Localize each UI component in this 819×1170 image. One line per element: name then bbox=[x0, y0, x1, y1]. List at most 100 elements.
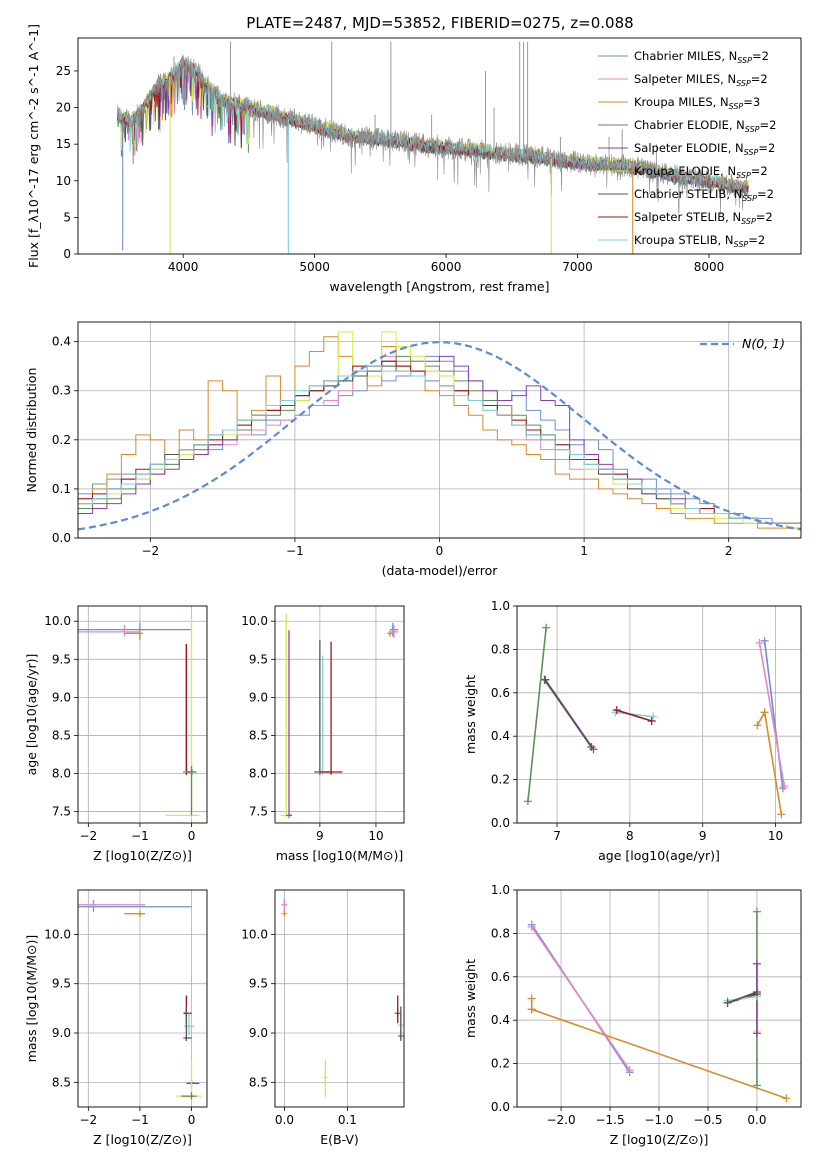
y-tick-label: 0.6 bbox=[491, 686, 510, 700]
y-tick-label: 0.8 bbox=[491, 642, 510, 656]
plot-area bbox=[527, 907, 791, 1103]
x-tick-label: −0.5 bbox=[693, 1113, 722, 1127]
x-tick-label: −1 bbox=[131, 829, 149, 843]
y-tick-label: 0.8 bbox=[491, 926, 510, 940]
y-tick-label: 8.0 bbox=[52, 767, 71, 781]
y-tick-label: 15 bbox=[56, 137, 71, 151]
x-tick-label: 9 bbox=[699, 829, 707, 843]
x-axis-label: Z [log10(Z/Z⊙)] bbox=[610, 1132, 709, 1147]
weight-marker bbox=[782, 1094, 791, 1103]
weight-segment bbox=[531, 1008, 787, 1100]
y-tick-label: 10 bbox=[56, 174, 71, 188]
weight-segment bbox=[763, 712, 783, 815]
weight-marker bbox=[527, 1005, 536, 1014]
weight-marker bbox=[523, 797, 532, 806]
data-point bbox=[394, 1010, 401, 1017]
panel-massweight-vs-age: 7 8 9 10 0.0 0.2 0.4 0.6 0.8 1.0 age [log10(age/yr… bbox=[463, 599, 802, 863]
y-axis-label: Flux [f_λ10^-17 erg cm^-2 s^-1 A^-1] bbox=[26, 24, 41, 268]
weight-marker bbox=[611, 708, 620, 717]
x-tick-label: 2 bbox=[725, 544, 733, 558]
y-tick-label: 7.5 bbox=[52, 805, 71, 819]
panel-age-vs-Z: −2 −1 0 7.5 8.0 8.5 9.0 9.5 10.0 Z [log10(Z/Z⊙)] a… bbox=[24, 605, 208, 863]
y-tick-label: 0.4 bbox=[52, 335, 71, 349]
y-tick-label: 0.4 bbox=[491, 729, 510, 743]
weight-segment bbox=[544, 679, 592, 748]
x-tick-label: 6000 bbox=[431, 260, 462, 274]
x-tick-label: 1 bbox=[580, 544, 588, 558]
weight-marker bbox=[527, 922, 536, 931]
data-point bbox=[390, 628, 397, 635]
x-tick-label: 10 bbox=[768, 829, 783, 843]
data-point bbox=[188, 1093, 195, 1100]
x-tick-label: 7 bbox=[553, 829, 561, 843]
y-axis-label: age [log10(age/yr)] bbox=[24, 654, 39, 776]
legend-label: Kroupa ELODIE, NSSP=2 bbox=[634, 164, 768, 180]
plot-area bbox=[78, 617, 200, 820]
plot-area bbox=[281, 898, 404, 1098]
histogram-step bbox=[78, 365, 801, 538]
x-tick-label: 0.1 bbox=[338, 1113, 357, 1127]
weight-marker bbox=[612, 706, 621, 715]
y-tick-label: 1.0 bbox=[491, 883, 510, 897]
plot-area bbox=[280, 613, 399, 819]
weight-marker bbox=[625, 1066, 634, 1075]
x-tick-label: −1.5 bbox=[595, 1113, 624, 1127]
y-tick-label: 10.0 bbox=[241, 927, 268, 941]
y-axis-label: mass weight bbox=[463, 675, 478, 754]
y-tick-label: 10.0 bbox=[44, 614, 71, 628]
x-tick-label: −1.0 bbox=[644, 1113, 673, 1127]
x-tick-label: −2.0 bbox=[546, 1113, 575, 1127]
legend-label: Chabrier STELIB, NSSP=2 bbox=[634, 187, 774, 203]
y-axis-label: Normed distribution bbox=[24, 368, 39, 493]
x-axis-label: wavelength [Angstrom, rest frame] bbox=[329, 279, 549, 294]
data-point bbox=[281, 901, 288, 908]
x-axis-label: Z [log10(Z/Z⊙)] bbox=[93, 1132, 192, 1147]
panel-spectrum: 4000 5000 6000 7000 8000 0 5 10 15 20 25 wavelength… bbox=[26, 24, 802, 294]
plot-area bbox=[523, 623, 789, 819]
y-tick-label: 0.2 bbox=[491, 1057, 510, 1071]
y-tick-label: 8.5 bbox=[249, 728, 268, 742]
weight-segment bbox=[531, 926, 631, 1071]
data-point bbox=[281, 910, 288, 917]
axes-frame bbox=[77, 889, 208, 1108]
weight-marker bbox=[752, 987, 761, 996]
weight-marker bbox=[777, 810, 786, 819]
legend-label: Salpeter MILES, NSSP=2 bbox=[634, 72, 768, 88]
y-tick-label: 0.0 bbox=[491, 816, 510, 830]
legend: Chabrier MILES, NSSP=2 Salpeter MILES, NS… bbox=[598, 49, 776, 249]
weight-segment bbox=[756, 711, 766, 726]
plot-area bbox=[78, 899, 202, 1100]
weight-marker bbox=[760, 708, 769, 717]
weight-segment bbox=[527, 627, 547, 802]
panel-mass-vs-ebv: 0.0 0.1 8.5 9.0 9.5 10.0 E(B-V) bbox=[241, 889, 405, 1147]
panel-age-vs-mass: 9 10 7.5 8.0 8.5 9.0 9.5 10.0 mass [log10(M/M⊙)] bbox=[241, 605, 405, 863]
x-tick-label: −1 bbox=[286, 544, 304, 558]
data-point bbox=[183, 1034, 190, 1041]
y-tick-label: 0.1 bbox=[52, 482, 71, 496]
data-point bbox=[328, 768, 335, 775]
x-tick-label: 0 bbox=[436, 544, 444, 558]
plot-area bbox=[78, 331, 801, 538]
x-tick-label: 0.0 bbox=[747, 1113, 766, 1127]
axes-frame bbox=[274, 889, 405, 1108]
legend-label: N(0, 1) bbox=[742, 336, 785, 351]
y-tick-label: 9.0 bbox=[249, 1026, 268, 1040]
axes-frame bbox=[516, 605, 802, 824]
y-tick-label: 8.5 bbox=[249, 1075, 268, 1089]
weight-segment bbox=[758, 642, 786, 787]
y-tick-label: 0.2 bbox=[52, 433, 71, 447]
spectrum-data-line bbox=[117, 54, 749, 216]
data-point bbox=[397, 1032, 404, 1039]
y-tick-label: 9.0 bbox=[52, 1026, 71, 1040]
y-tick-label: 8.5 bbox=[52, 1075, 71, 1089]
weight-marker bbox=[760, 636, 769, 645]
normal-curve bbox=[78, 341, 801, 531]
legend-label: Chabrier ELODIE, NSSP=2 bbox=[634, 118, 776, 134]
y-tick-label: 9.5 bbox=[249, 652, 268, 666]
figure-title: PLATE=2487, MJD=53852, FIBERID=0275, z=0… bbox=[246, 14, 633, 32]
data-point bbox=[322, 1074, 329, 1081]
weight-marker bbox=[752, 959, 761, 968]
data-point bbox=[286, 812, 293, 819]
x-tick-label: 8000 bbox=[694, 260, 725, 274]
